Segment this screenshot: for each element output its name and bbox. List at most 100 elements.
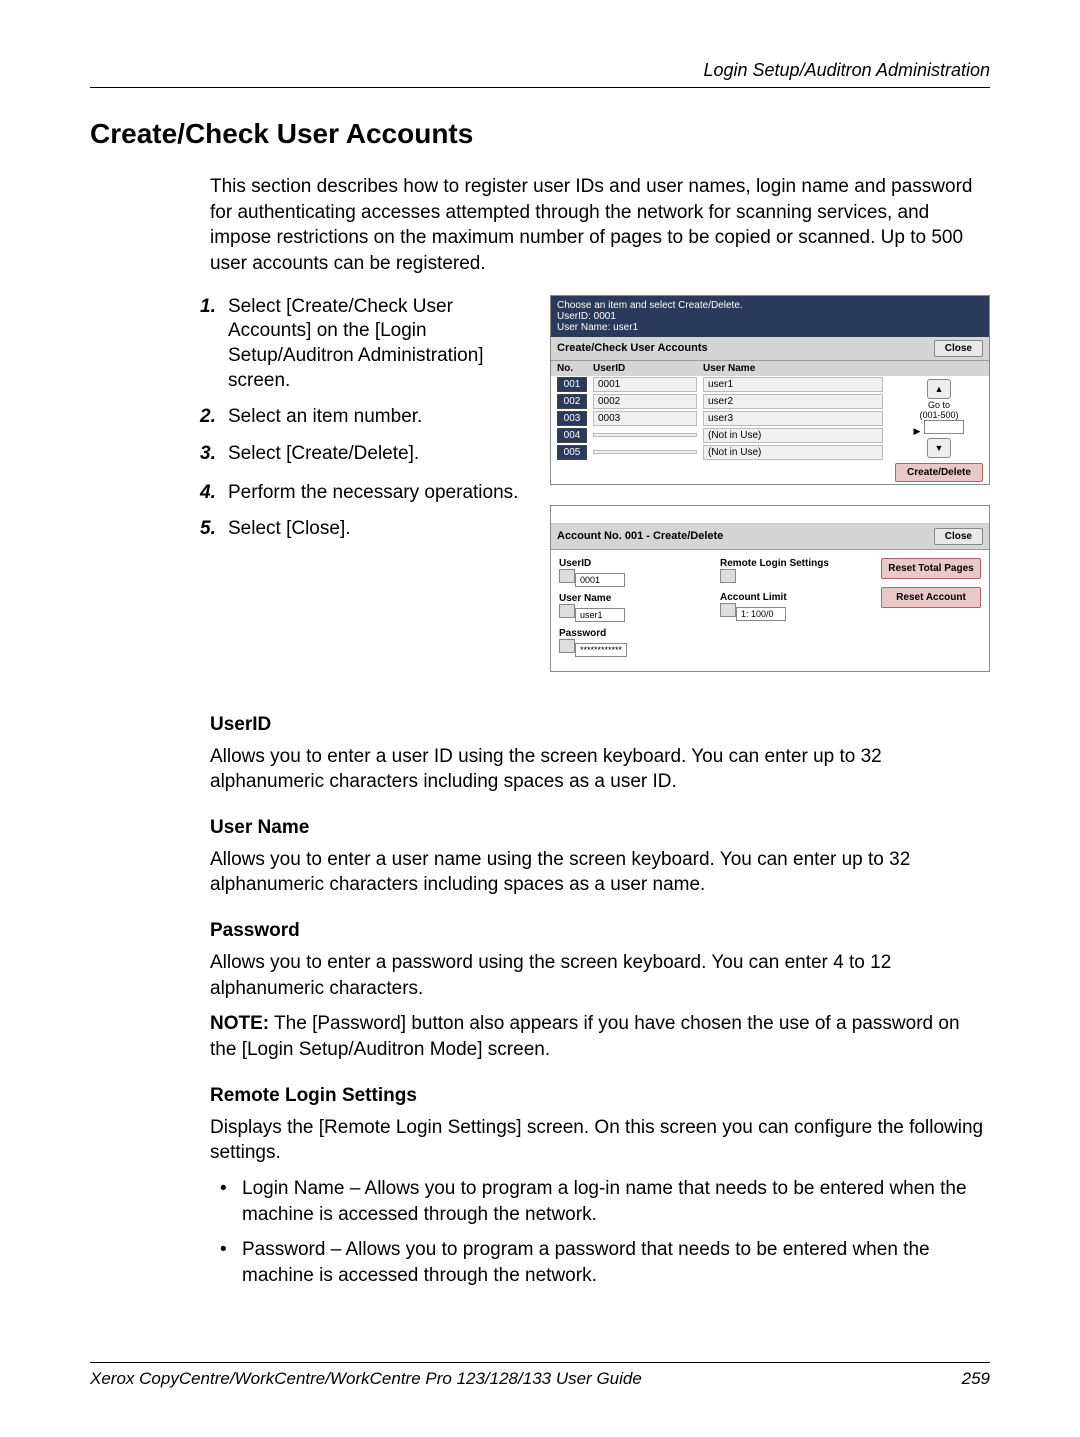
section-heading-remote: Remote Login Settings <box>210 1085 990 1107</box>
row-uid <box>593 450 697 454</box>
goto-range: (001-500) <box>895 410 983 420</box>
screenshot-accounts-list: Choose an item and select Create/Delete.… <box>550 295 990 485</box>
remote-login-button[interactable] <box>720 569 736 583</box>
goto-input[interactable] <box>924 420 964 434</box>
row-no: 003 <box>557 411 587 426</box>
col-userid: UserID <box>593 363 703 374</box>
close-button[interactable]: Close <box>934 528 983 545</box>
row-un: user3 <box>703 411 883 426</box>
section-para: Displays the [Remote Login Settings] scr… <box>210 1115 990 1166</box>
step-item: 3. Select [Create/Delete]. <box>200 442 530 467</box>
password-button[interactable] <box>559 639 575 653</box>
row-no: 002 <box>557 394 587 409</box>
bullet-text: Password – Allows you to program a passw… <box>242 1237 990 1288</box>
section-heading-userid: UserID <box>210 714 990 736</box>
col-no: No. <box>557 363 593 374</box>
note-paragraph: NOTE: The [Password] button also appears… <box>210 1011 990 1062</box>
userid-button[interactable] <box>559 569 575 583</box>
section-heading-username: User Name <box>210 817 990 839</box>
table-header: No. UserID User Name <box>551 361 989 376</box>
step-number: 4. <box>200 481 228 506</box>
section-para: Allows you to enter a user ID using the … <box>210 744 990 795</box>
footer-left: Xerox CopyCentre/WorkCentre/WorkCentre P… <box>90 1369 642 1389</box>
bullet-item: • Login Name – Allows you to program a l… <box>220 1176 990 1227</box>
close-button[interactable]: Close <box>934 340 983 357</box>
dialog-title: Account No. 001 - Create/Delete <box>557 530 723 542</box>
step-number: 3. <box>200 442 228 467</box>
bullet-item: • Password – Allows you to program a pas… <box>220 1237 990 1288</box>
step-item: 2. Select an item number. <box>200 405 530 430</box>
main-heading: Create/Check User Accounts <box>90 118 990 150</box>
row-no: 001 <box>557 377 587 392</box>
row-un: (Not in Use) <box>703 445 883 460</box>
step-text: Select [Create/Check User Accounts] on t… <box>228 295 530 394</box>
table-row[interactable]: 002 0002 user2 <box>551 393 889 410</box>
table-row[interactable]: 003 0003 user3 <box>551 410 889 427</box>
table-rows: 001 0001 user1 002 0002 user2 003 0003 <box>551 376 889 484</box>
screenshot-account-detail: Account No. 001 - Create/Delete Close Us… <box>550 505 990 672</box>
note-text: The [Password] button also appears if yo… <box>210 1013 960 1060</box>
step-text: Select an item number. <box>228 405 530 430</box>
remote-login-label: Remote Login Settings <box>720 558 851 569</box>
password-label: Password <box>559 628 690 639</box>
dialog-title: Create/Check User Accounts <box>557 342 708 354</box>
page-footer: Xerox CopyCentre/WorkCentre/WorkCentre P… <box>90 1362 990 1389</box>
goto-label: Go to <box>895 400 983 410</box>
top-username: User Name: user1 <box>557 322 983 333</box>
scroll-up-button[interactable]: ▲ <box>927 379 951 399</box>
side-controls: ▲ Go to (001-500) ▶ ▼ Create/Delete <box>889 376 989 484</box>
section-para: Allows you to enter a password using the… <box>210 950 990 1001</box>
row-uid <box>593 433 697 437</box>
bullet-text: Login Name – Allows you to program a log… <box>242 1176 990 1227</box>
step-text: Select [Create/Delete]. <box>228 442 530 467</box>
row-no: 004 <box>557 428 587 443</box>
steps-list: 1. Select [Create/Check User Accounts] o… <box>200 295 530 692</box>
section-heading-password: Password <box>210 920 990 942</box>
top-userid: UserID: 0001 <box>557 311 983 322</box>
table-row[interactable]: 005 (Not in Use) <box>551 444 889 461</box>
row-no: 005 <box>557 445 587 460</box>
step-number: 2. <box>200 405 228 430</box>
intro-paragraph: This section describes how to register u… <box>210 174 980 277</box>
row-uid: 0002 <box>593 394 697 409</box>
screenshot-top-info: Choose an item and select Create/Delete.… <box>551 296 989 337</box>
bullet-dot-icon: • <box>220 1176 242 1227</box>
table-row[interactable]: 004 (Not in Use) <box>551 427 889 444</box>
create-delete-button[interactable]: Create/Delete <box>895 463 983 482</box>
username-label: User Name <box>559 593 690 604</box>
step-number: 5. <box>200 517 228 542</box>
reset-account-button[interactable]: Reset Account <box>881 587 981 608</box>
username-value: user1 <box>575 608 625 622</box>
step-item: 4. Perform the necessary operations. <box>200 481 530 506</box>
col-spacer <box>883 363 983 374</box>
step-text: Perform the necessary operations. <box>228 481 530 506</box>
top-instruction: Choose an item and select Create/Delete. <box>557 300 983 311</box>
userid-label: UserID <box>559 558 690 569</box>
reset-total-pages-button[interactable]: Reset Total Pages <box>881 558 981 579</box>
note-label: NOTE: <box>210 1013 269 1034</box>
row-un: user1 <box>703 377 883 392</box>
account-limit-value: 1: 100/0 <box>736 607 786 621</box>
blank-top <box>551 506 989 524</box>
scroll-down-button[interactable]: ▼ <box>927 438 951 458</box>
row-uid: 0003 <box>593 411 697 426</box>
footer-page-number: 259 <box>962 1369 990 1389</box>
step-item: 1. Select [Create/Check User Accounts] o… <box>200 295 530 394</box>
step-text: Select [Close]. <box>228 517 530 542</box>
bullet-dot-icon: • <box>220 1237 242 1288</box>
step-number: 1. <box>200 295 228 394</box>
account-limit-button[interactable] <box>720 603 736 617</box>
row-un: (Not in Use) <box>703 428 883 443</box>
step-item: 5. Select [Close]. <box>200 517 530 542</box>
username-button[interactable] <box>559 604 575 618</box>
section-para: Allows you to enter a user name using th… <box>210 847 990 898</box>
row-uid: 0001 <box>593 377 697 392</box>
row-un: user2 <box>703 394 883 409</box>
page-header: Login Setup/Auditron Administration <box>90 60 990 88</box>
account-limit-label: Account Limit <box>720 592 851 603</box>
col-username: User Name <box>703 363 883 374</box>
userid-value: 0001 <box>575 573 625 587</box>
password-value: ************ <box>575 643 627 657</box>
table-row[interactable]: 001 0001 user1 <box>551 376 889 393</box>
breadcrumb: Login Setup/Auditron Administration <box>703 60 990 80</box>
